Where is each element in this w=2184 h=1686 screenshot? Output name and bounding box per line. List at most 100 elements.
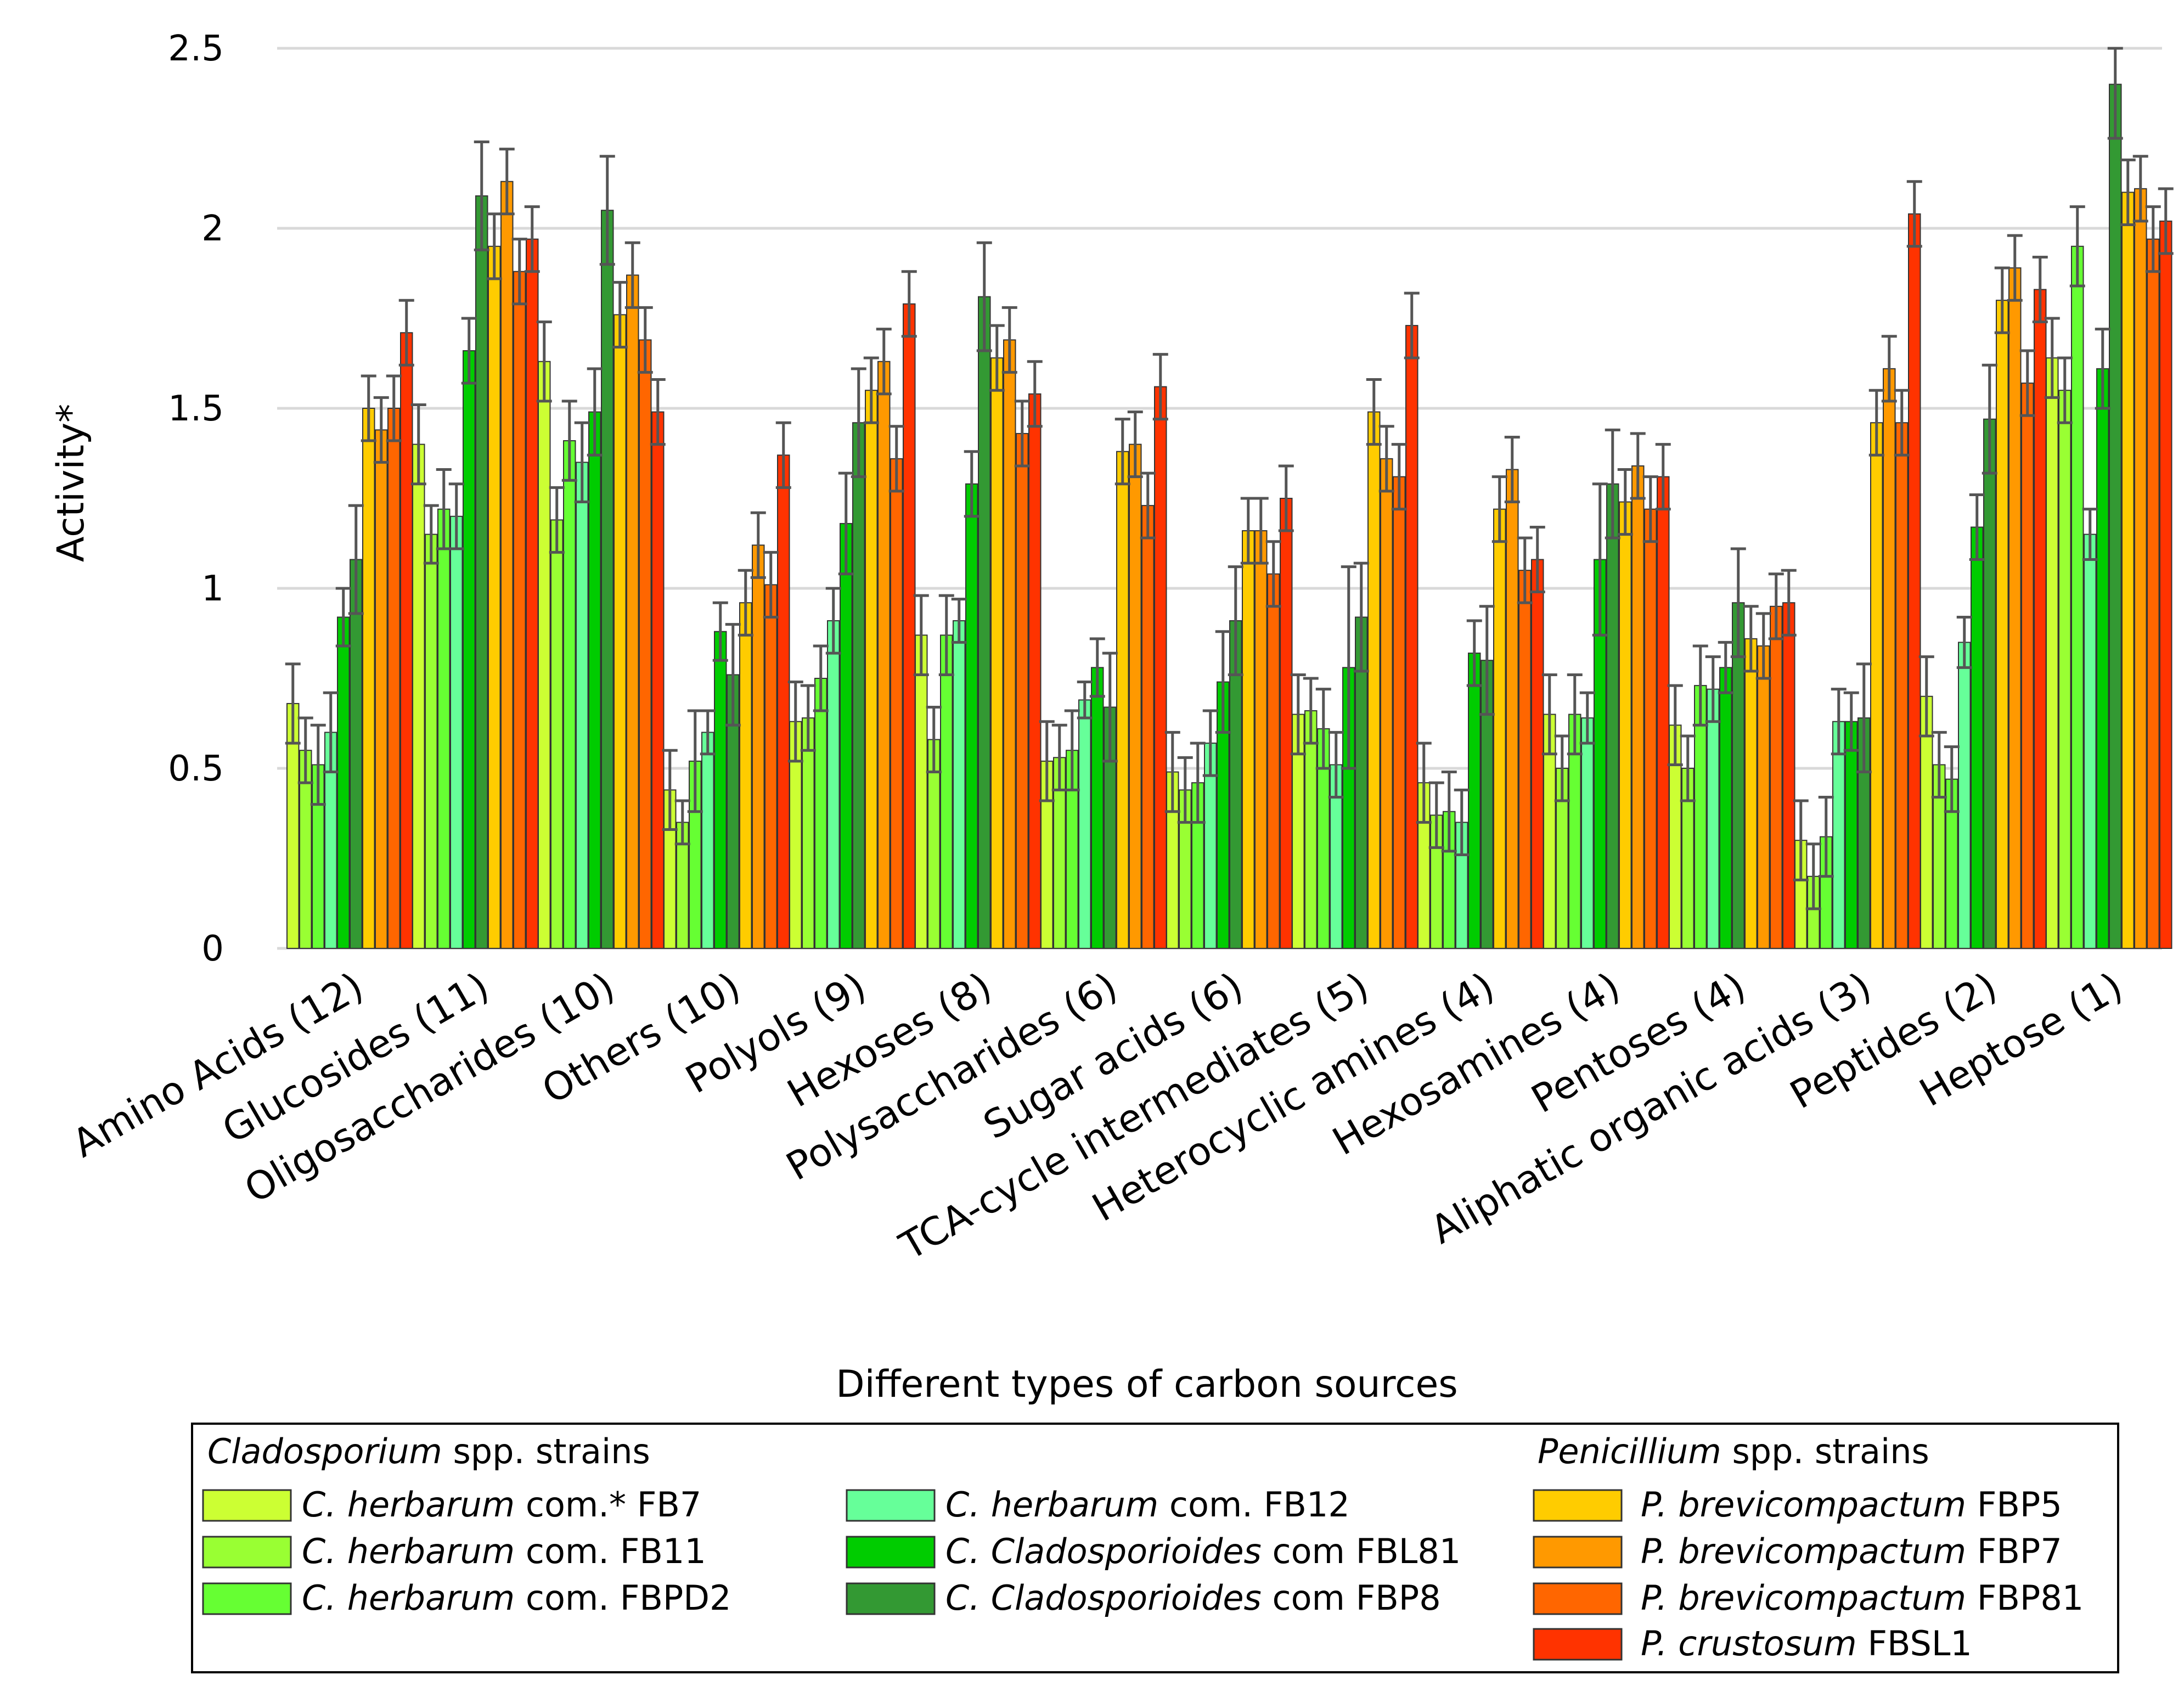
error-bar (1994, 266, 2010, 334)
error-bar (750, 511, 766, 579)
legend-item: C. Cladosporioides com FBL81 (846, 1531, 1461, 1571)
error-bar (1466, 619, 1482, 687)
bar (1757, 645, 1770, 949)
y-tick-label: 2 (201, 209, 224, 249)
error-bar (1064, 709, 1080, 791)
error-bar (650, 378, 666, 446)
bar (350, 559, 363, 949)
error-bar (888, 425, 904, 493)
error-bar (2019, 349, 2035, 417)
error-bar (1655, 443, 1671, 511)
bar (375, 429, 388, 949)
legend-label-rest: FBP7 (1966, 1531, 2062, 1571)
bar (1845, 721, 1858, 949)
legend-swatch (202, 1489, 292, 1522)
error-bar (1391, 443, 1407, 511)
error-bar (1781, 569, 1797, 637)
bar (940, 634, 953, 949)
error-bar (2107, 47, 2123, 140)
error-bar (1944, 745, 1960, 813)
error-bar (1416, 741, 1432, 824)
bar (1996, 300, 2009, 949)
y-axis-ticks: 0 0.5 1 1.5 2 2.5 (168, 29, 224, 969)
error-bar (599, 155, 615, 266)
legend-label: P. brevicompactum FBP5 (1641, 1485, 2062, 1525)
error-bar (2158, 187, 2174, 255)
error-bars (285, 47, 2174, 911)
error-bar (2132, 155, 2148, 223)
bar (651, 411, 665, 949)
bar (1380, 458, 1393, 949)
y-tick-label: 1.5 (168, 389, 224, 429)
bar (2084, 533, 2097, 949)
bar (1267, 573, 1280, 949)
error-bar (1102, 651, 1118, 763)
legend-item: C. Cladosporioides com FBP8 (846, 1578, 1441, 1618)
error-bar (2032, 255, 2048, 324)
bar (903, 303, 916, 949)
error-bar (1039, 720, 1055, 802)
legend-label-italic: C. herbarum (302, 1531, 515, 1571)
error-bar (612, 280, 628, 349)
bar (1770, 605, 1783, 949)
x-axis-title: Different types of carbon sources (836, 1363, 1457, 1406)
bar (1242, 530, 1255, 949)
error-bar (1667, 684, 1683, 766)
bar (2046, 357, 2059, 949)
bar (475, 195, 488, 949)
bars (286, 83, 2172, 949)
bar (513, 271, 526, 949)
legend-label: C. herbarum com. FBPD2 (302, 1578, 731, 1618)
legend-label-rest: com.* FB7 (515, 1485, 701, 1525)
bar (1832, 721, 1845, 949)
legend-label-rest: com. FB11 (515, 1531, 706, 1571)
bar (337, 616, 350, 949)
error-bar (1202, 709, 1218, 777)
error-bar (1152, 353, 1168, 421)
bar (639, 339, 652, 949)
error-bar (763, 550, 779, 619)
error-bar (1290, 673, 1306, 756)
bar (2008, 267, 2022, 949)
error-bar (1454, 788, 1470, 856)
error-bar (1592, 482, 1608, 637)
error-bar (1366, 378, 1382, 446)
error-bar (674, 799, 690, 846)
bar (1908, 213, 1921, 949)
bar (1606, 483, 1619, 949)
error-bar (348, 504, 364, 615)
legend-label-italic: P. brevicompactum (1641, 1485, 1966, 1525)
legend-item: C. herbarum com. FBPD2 (202, 1578, 731, 1618)
error-bar (361, 374, 376, 442)
bar (1003, 339, 1016, 949)
error-bar (1265, 540, 1281, 608)
error-bar (524, 205, 540, 273)
error-bar (1856, 662, 1872, 774)
error-bar (511, 238, 527, 306)
error-bar (297, 716, 313, 784)
legend-label: P. brevicompactum FBP81 (1641, 1578, 2084, 1618)
bar (739, 602, 752, 949)
error-bar (1818, 795, 1834, 878)
error-bar (825, 587, 841, 655)
legend-swatch (846, 1489, 936, 1522)
bar (1304, 710, 1318, 949)
bar (777, 454, 790, 949)
error-bar (2095, 328, 2110, 410)
legend-label-italic: C. herbarum (945, 1485, 1158, 1525)
bar (1631, 465, 1645, 949)
error-bar (1894, 389, 1910, 457)
legend-swatch (846, 1582, 936, 1615)
error-bar (1253, 497, 1269, 565)
error-bar (536, 321, 552, 403)
legend-heading-penicillium: Penicillium spp. strains (1538, 1431, 1929, 1471)
legend-label: C. Cladosporioides com FBL81 (945, 1531, 1461, 1571)
error-bar (1843, 691, 1859, 752)
bar (953, 620, 966, 949)
bar (613, 314, 627, 949)
bar (1707, 688, 1720, 949)
error-bar (1328, 730, 1344, 799)
error-bar (373, 396, 389, 464)
